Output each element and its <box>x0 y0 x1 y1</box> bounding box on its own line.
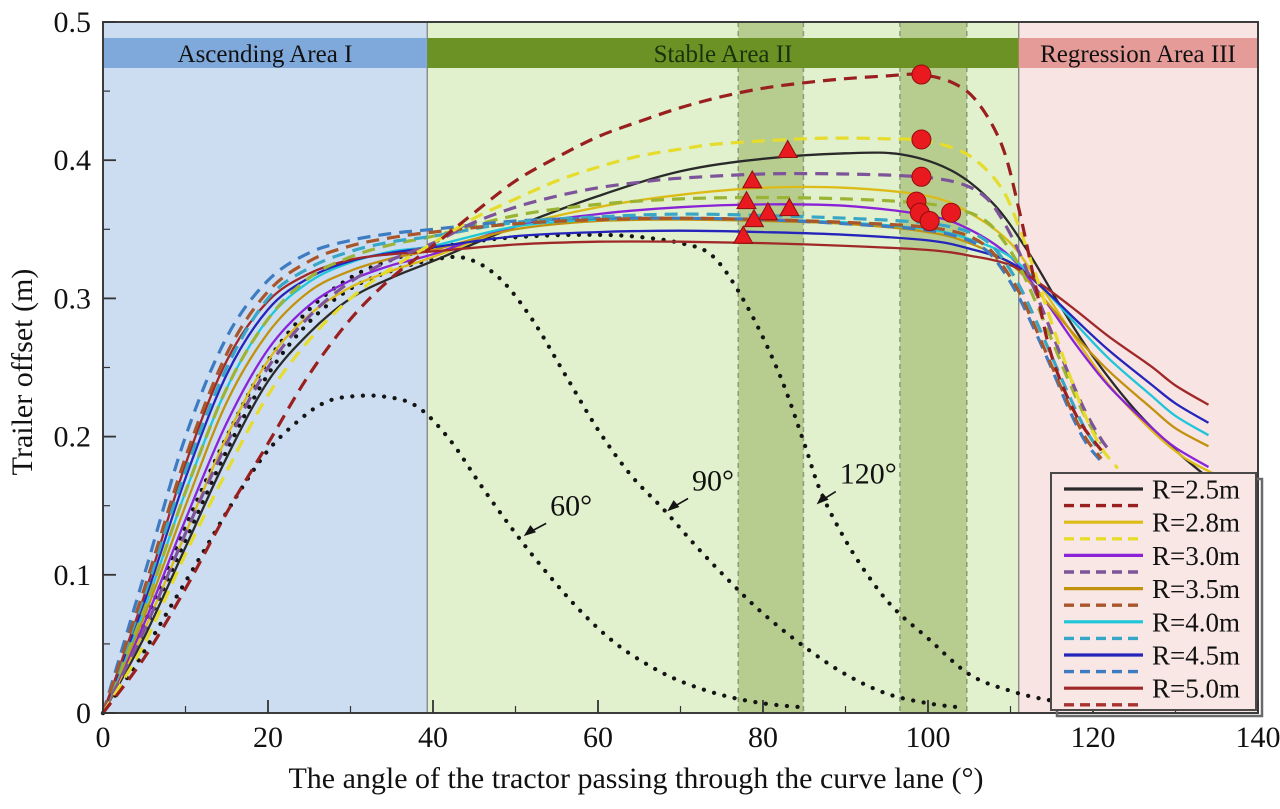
area-label-ascending: Ascending Area I <box>178 41 353 68</box>
triangle-marker <box>741 169 763 189</box>
curve-R=4.5m-dashed <box>101 216 1103 714</box>
offset-curves <box>101 72 1218 714</box>
axes <box>102 21 1259 714</box>
x-tick-label: 40 <box>418 721 448 754</box>
curve-R=2.8m-solid <box>101 185 1218 714</box>
curve-R=3.5m-dashed <box>101 216 1103 714</box>
legend-item-label: R=4.0m <box>1152 607 1240 637</box>
area-label-regression: Regression Area III <box>1040 41 1236 68</box>
annotation-arrowhead <box>667 500 680 512</box>
tick-labels: 0 20 40 60 80 100 120 140 0 0.1 0.2 0.3 0.4 0.5 <box>54 6 1280 754</box>
y-tick-label: 0.1 <box>54 559 92 592</box>
y-tick-label: 0.3 <box>54 282 92 315</box>
curve-R=2.8m-dashed <box>101 136 1120 714</box>
x-axis-title: The angle of the tractor passing through… <box>288 762 983 795</box>
highlight-stripes <box>737 22 968 713</box>
curve-annotations: 60° 90° 120° <box>523 458 897 537</box>
circle-marker <box>911 129 932 150</box>
x-tick-label: 60 <box>583 721 613 754</box>
annotation-arrowhead <box>816 492 829 505</box>
triangle-marker <box>779 197 800 217</box>
legend-item-label: R=4.5m <box>1152 641 1240 671</box>
legend-item-label: R=2.8m <box>1152 508 1240 538</box>
annotation-arrowhead <box>523 525 536 537</box>
y-tick-label: 0.4 <box>54 144 92 177</box>
legend-item-label: R=2.5m <box>1152 475 1240 505</box>
y-tick-label: 0.2 <box>54 421 92 454</box>
test-point-markers <box>732 64 962 244</box>
curve-R=3.0m-dashed <box>101 171 1111 714</box>
legend-item-label: R=3.0m <box>1152 541 1240 571</box>
area-banners <box>103 38 1258 68</box>
x-tick-label: 120 <box>1071 721 1116 754</box>
y-axis-title: Trailer offset (m) <box>6 269 39 476</box>
annotation-label: 90° <box>692 464 734 497</box>
x-tick-label: 0 <box>96 721 111 754</box>
annotation-label: 60° <box>550 489 592 522</box>
x-tick-label: 80 <box>748 721 778 754</box>
curve-R=5.0m-dashed <box>101 195 1103 714</box>
triangle-marker <box>743 208 765 228</box>
curve-R=3.0m-solid <box>101 203 1210 714</box>
x-tick-label: 100 <box>906 721 951 754</box>
triangle-marker <box>736 190 757 210</box>
circle-marker <box>911 166 932 187</box>
area-label-stable: Stable Area II <box>654 41 793 68</box>
triangle-marker <box>757 201 779 221</box>
banner-2 <box>1018 38 1258 68</box>
triangle-marker <box>732 225 754 244</box>
aux-curve-90° <box>100 254 964 716</box>
y-tick-label: 0 <box>76 697 91 730</box>
curve-R=4.0m-dashed <box>101 212 1103 714</box>
circle-marker <box>919 211 940 232</box>
y-tick-label: 0.5 <box>54 6 92 39</box>
stripe-0 <box>738 22 804 713</box>
stripe-1 <box>899 22 967 713</box>
x-tick-label: 140 <box>1236 721 1280 754</box>
curve-R=2.5m-dashed <box>101 72 1103 714</box>
annotation-label: 120° <box>840 458 897 491</box>
curve-R=4.5m-solid <box>101 229 1210 714</box>
curve-R=5.0m-solid <box>101 240 1210 714</box>
legend-item-label: R=5.0m <box>1152 674 1240 704</box>
circle-marker <box>941 202 962 223</box>
banner-0 <box>103 38 428 68</box>
triangle-marker <box>777 139 799 159</box>
circle-marker <box>911 64 932 85</box>
x-tick-label: 20 <box>253 721 283 754</box>
legend-item-label: R=3.5m <box>1152 574 1240 604</box>
banner-1 <box>427 38 1019 68</box>
legend-box: R=2.5mR=2.8mR=3.0mR=3.5mR=4.0m R=4.5mR=5.… <box>1050 472 1264 718</box>
